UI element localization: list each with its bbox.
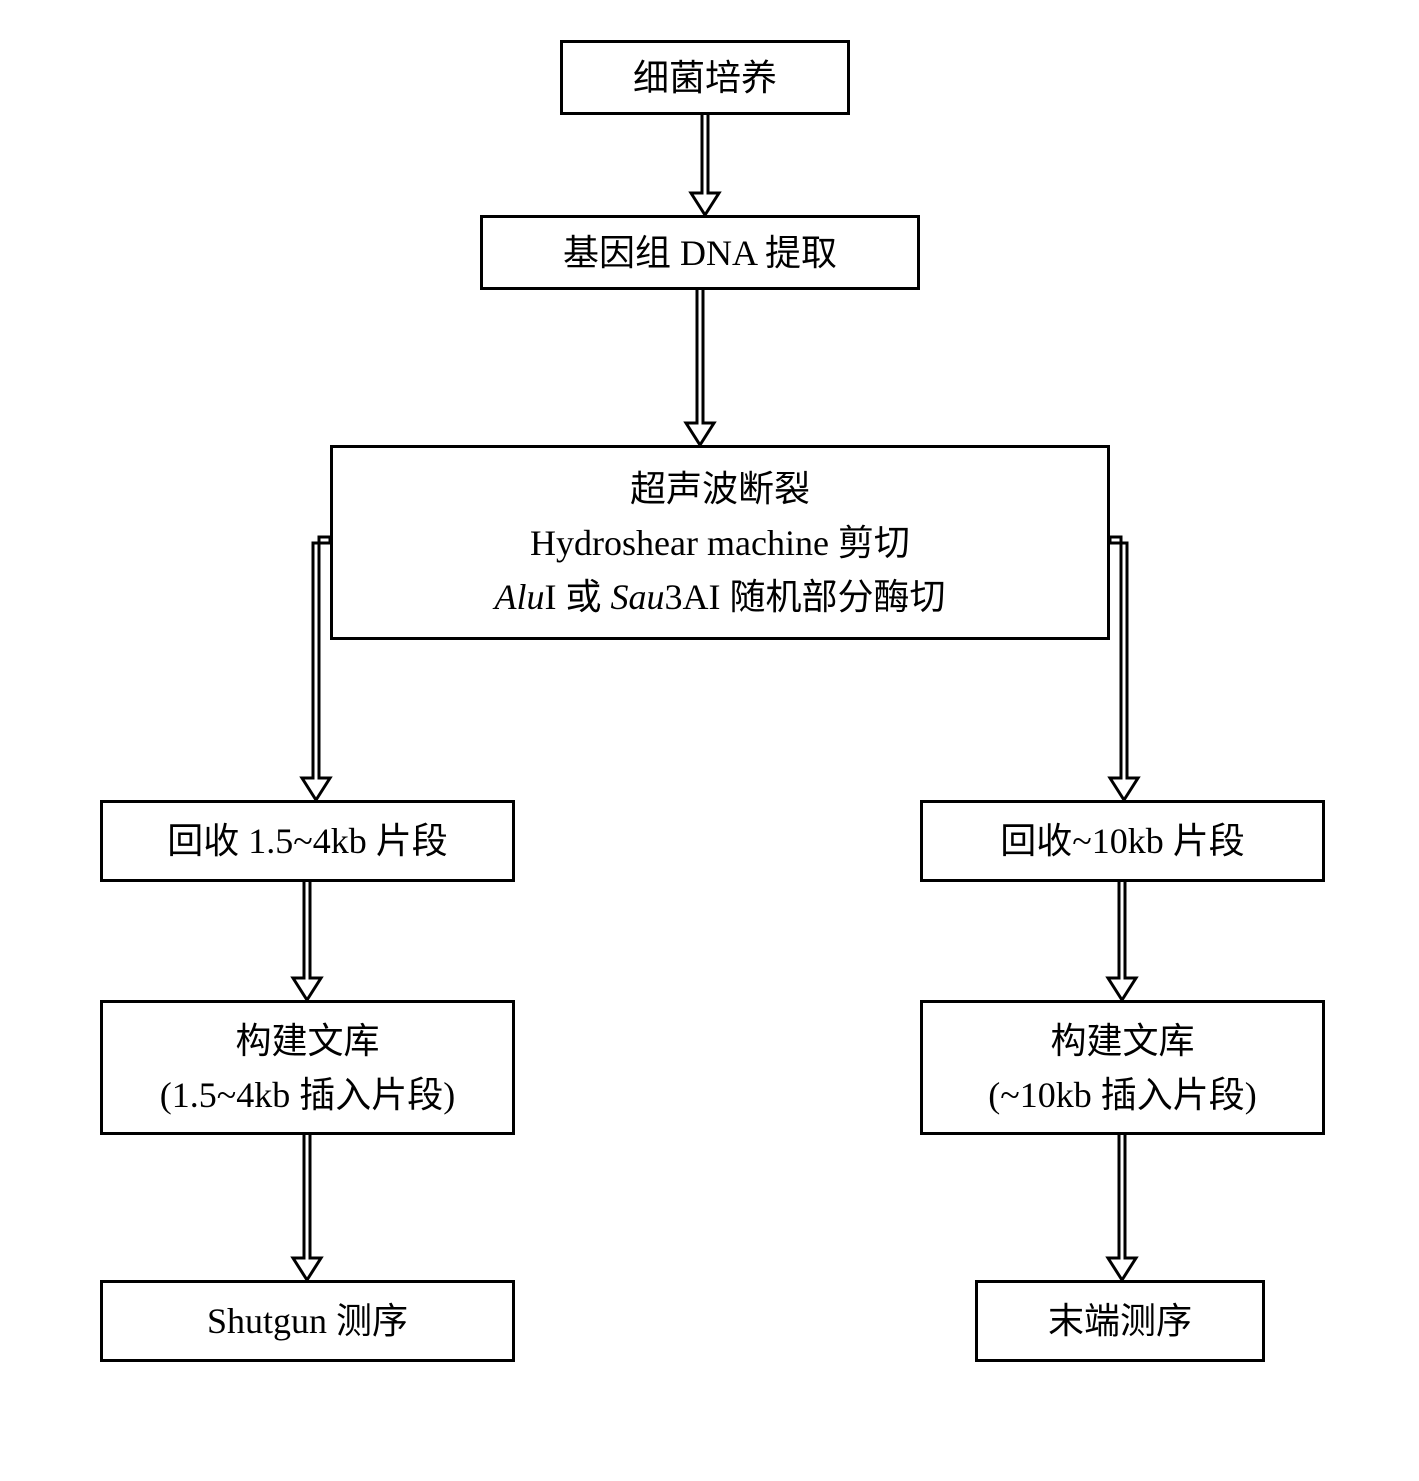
node-dna-extraction: 基因组 DNA 提取 bbox=[480, 215, 920, 290]
node-recover-large: 回收~10kb 片段 bbox=[920, 800, 1325, 882]
node-fragmentation: 超声波断裂 Hydroshear machine 剪切 AluI 或 Sau3A… bbox=[330, 445, 1110, 640]
node-bacteria-culture: 细菌培养 bbox=[560, 40, 850, 115]
node-end-seq: 末端测序 bbox=[975, 1280, 1265, 1362]
node-line-1: 构建文库 bbox=[235, 1014, 379, 1068]
node-line-1: 构建文库 bbox=[1050, 1014, 1194, 1068]
arrow-n5-n7 bbox=[1102, 882, 1142, 1000]
node-text: 末端测序 bbox=[1048, 1294, 1192, 1348]
node-line-2: (1.5~4kb 插入片段) bbox=[160, 1068, 455, 1122]
arrow-n3-n5 bbox=[1100, 537, 1180, 800]
arrow-n1-n2 bbox=[685, 115, 725, 215]
node-text: 回收~10kb 片段 bbox=[1000, 814, 1244, 868]
node-shotgun-seq: Shutgun 测序 bbox=[100, 1280, 515, 1362]
node-text: 细菌培养 bbox=[633, 51, 777, 105]
node-library-large: 构建文库 (~10kb 插入片段) bbox=[920, 1000, 1325, 1135]
node-recover-small: 回收 1.5~4kb 片段 bbox=[100, 800, 515, 882]
node-line-2: Hydroshear machine 剪切 bbox=[530, 516, 910, 570]
node-text: 基因组 DNA 提取 bbox=[563, 226, 837, 280]
node-text: 回收 1.5~4kb 片段 bbox=[167, 814, 447, 868]
node-library-small: 构建文库 (1.5~4kb 插入片段) bbox=[100, 1000, 515, 1135]
arrow-n2-n3 bbox=[680, 290, 720, 445]
flowchart-container: 细菌培养 基因组 DNA 提取 超声波断裂 Hydroshear machine… bbox=[60, 40, 1359, 1440]
node-line-1: 超声波断裂 bbox=[630, 462, 810, 516]
node-line-3: AluI 或 Sau3AI 随机部分酶切 bbox=[495, 570, 946, 624]
arrow-n3-n4 bbox=[260, 537, 340, 800]
arrow-n7-n9 bbox=[1102, 1135, 1142, 1280]
arrow-n6-n8 bbox=[287, 1135, 327, 1280]
node-text: Shutgun 测序 bbox=[207, 1294, 408, 1348]
node-line-2: (~10kb 插入片段) bbox=[988, 1068, 1256, 1122]
arrow-n4-n6 bbox=[287, 882, 327, 1000]
